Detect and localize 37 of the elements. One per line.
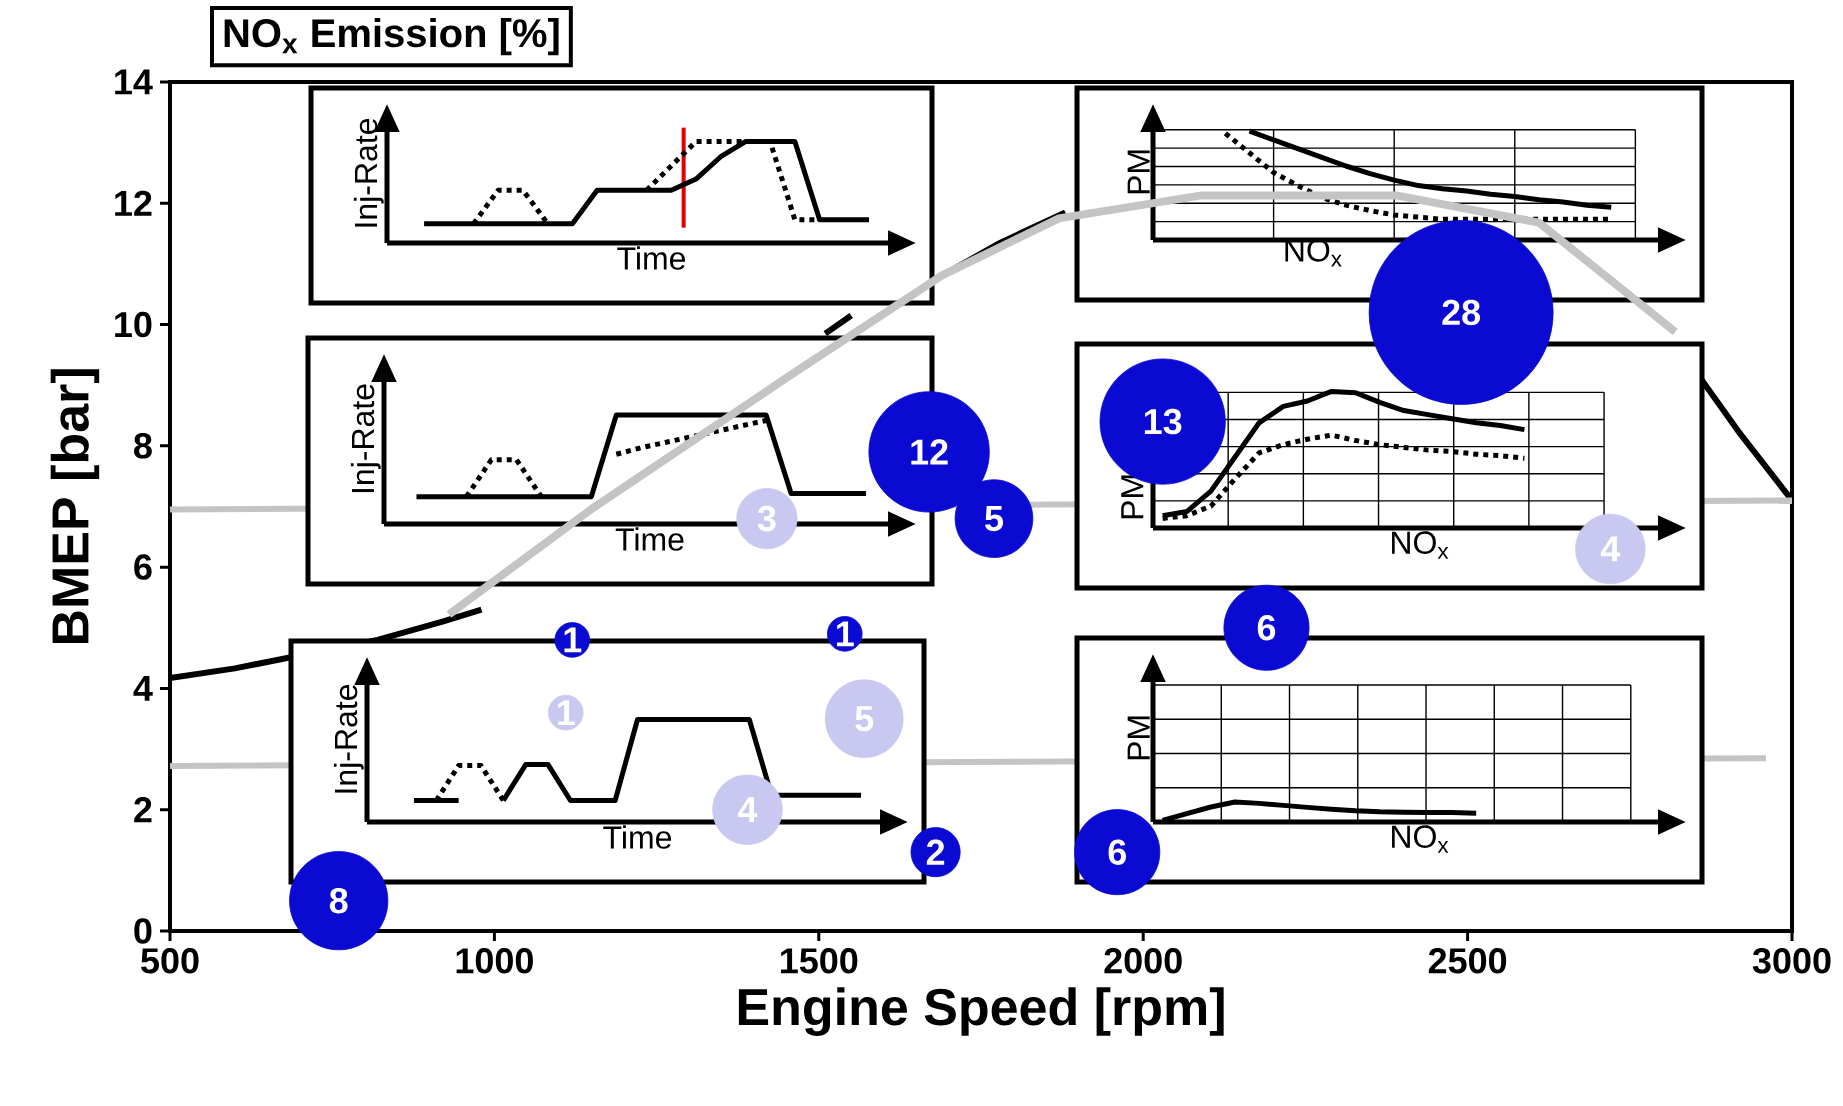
x-axis-title: Time: [603, 825, 672, 849]
y-tick-label: 12: [115, 190, 152, 216]
y-tick-label: 0: [134, 918, 152, 944]
y-axis-title: Inj-Rate: [350, 384, 381, 493]
data-label: 5: [985, 506, 1004, 532]
x-axis-title: Engine Speed [rpm]: [738, 987, 1224, 1037]
y-tick-label: 4: [133, 676, 153, 701]
y-axis-title: BMEP [bar]: [50, 369, 100, 644]
data-label: 6: [1108, 839, 1126, 865]
data-label: 1: [837, 621, 854, 647]
x-axis-title: Time: [615, 527, 684, 551]
data-label: 8: [329, 887, 348, 914]
y-tick-label: 10: [115, 311, 152, 338]
chart-title: NO$_{x}$ Emission [%]: [224, 17, 559, 56]
y-tick-label: 8: [134, 433, 152, 459]
x-tick-label: 1000: [456, 948, 533, 974]
data-label: 6: [1257, 615, 1276, 641]
x-tick-label: 2000: [1104, 948, 1182, 974]
y-tick-label: 6: [134, 554, 152, 580]
x-axis-title: NO$_{x}$: [1392, 825, 1449, 853]
data-label: 12: [911, 439, 948, 465]
x-tick-label: 1500: [781, 948, 858, 974]
x-axis-title: Time: [617, 246, 686, 270]
x-tick-label: 2500: [1428, 948, 1507, 974]
y-tick-label: 2: [134, 797, 152, 823]
data-label: 13: [1144, 408, 1182, 435]
y-axis-title: Inj-Rate: [333, 684, 364, 793]
y-axis-title: PM: [1127, 716, 1150, 760]
y-tick-label: 14: [115, 69, 153, 95]
x-tick-label: 500: [141, 948, 199, 974]
y-axis-title: PM: [1127, 150, 1150, 194]
data-label: 28: [1442, 299, 1481, 326]
data-label: 1: [564, 627, 582, 653]
y-axis-title: Inj-Rate: [353, 118, 384, 227]
x-tick-label: 3000: [1752, 948, 1831, 974]
x-axis-title: NO$_{x}$: [1392, 531, 1449, 559]
data-label: 2: [926, 839, 945, 865]
